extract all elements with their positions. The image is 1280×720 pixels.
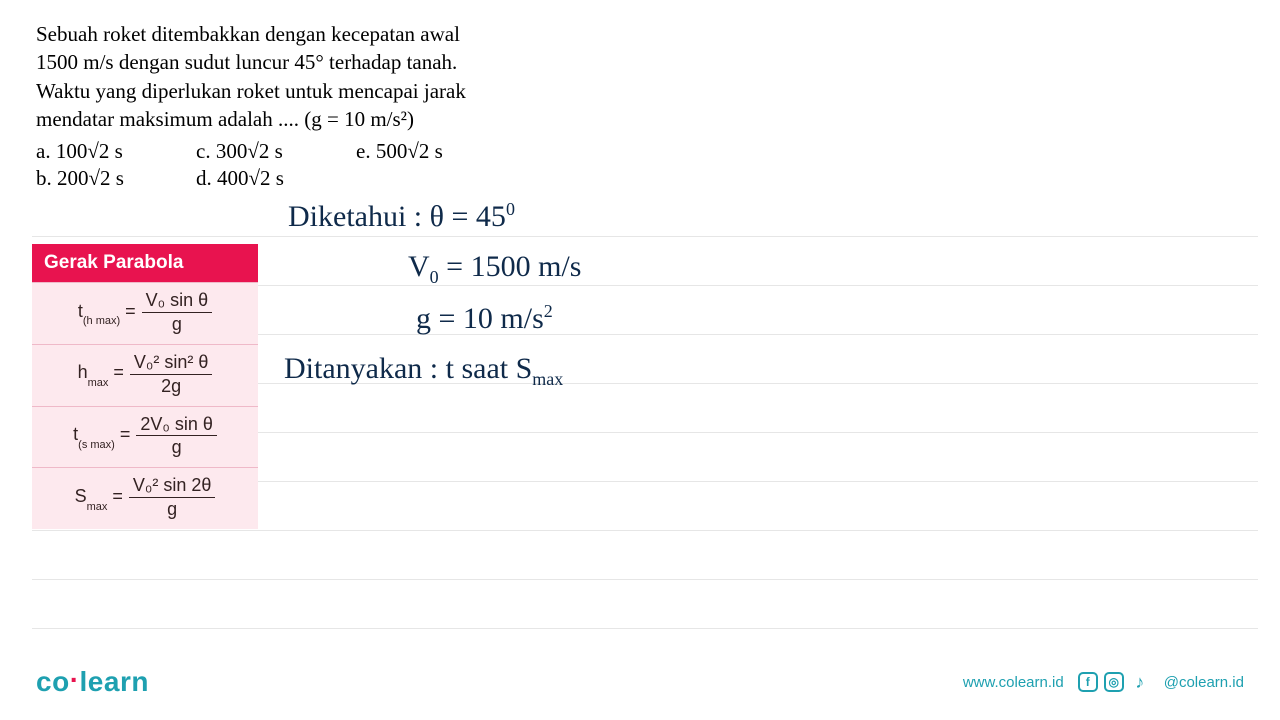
- formula-row: Smax = V₀² sin 2θg: [32, 467, 258, 529]
- formula-card-title: Gerak Parabola: [32, 244, 258, 282]
- facebook-icon: f: [1078, 672, 1098, 692]
- hand-text: Ditanyakan : t saat S: [284, 352, 532, 385]
- formula-lhs-sub: (s max): [78, 439, 115, 451]
- brand-logo: co·learn: [36, 666, 149, 698]
- option-c: c. 300√2 s: [196, 139, 356, 164]
- question-line: 1500 m/s dengan sudut luncur 45° terhada…: [36, 48, 556, 76]
- formula-den: g: [172, 436, 182, 457]
- handwriting-line: g = 10 m/s2: [416, 302, 553, 334]
- formula-lhs-sub: (h max): [83, 315, 120, 327]
- footer: co·learn www.colearn.id f ◎ ♪ @colearn.i…: [36, 666, 1244, 698]
- formula-lhs-sub: max: [88, 377, 109, 389]
- formula-lhs-sub: max: [87, 501, 108, 513]
- handwriting-line: Diketahui : θ = 450: [288, 200, 515, 232]
- formula-lhs: h: [78, 362, 88, 382]
- hand-sub: 0: [430, 267, 439, 287]
- option-a: a. 100√2 s: [36, 139, 196, 164]
- social-handle: @colearn.id: [1164, 674, 1244, 691]
- hand-sup: 2: [544, 301, 553, 321]
- instagram-icon: ◎: [1104, 672, 1124, 692]
- formula-lhs: S: [75, 486, 87, 506]
- brand-dot: ·: [70, 664, 80, 695]
- answer-options: a. 100√2 s c. 300√2 s e. 500√2 s b. 200√…: [36, 139, 1244, 191]
- footer-url: www.colearn.id: [963, 674, 1064, 691]
- brand-learn: learn: [80, 666, 149, 697]
- hand-text: g = 10 m/s: [416, 302, 544, 335]
- formula-row: hmax = V₀² sin² θ2g: [32, 344, 258, 406]
- option-e: e. 500√2 s: [356, 139, 516, 164]
- handwriting-line: Ditanyakan : t saat Smax: [284, 354, 563, 388]
- formula-den: 2g: [161, 375, 181, 396]
- formula-row: t(h max) = V₀ sin θg: [32, 282, 258, 344]
- question-stem: Sebuah roket ditembakkan dengan kecepata…: [36, 20, 556, 133]
- question-line: Waktu yang diperlukan roket untuk mencap…: [36, 77, 556, 105]
- hand-sub: max: [532, 369, 563, 389]
- hand-text: V: [408, 250, 430, 283]
- formula-num: V₀ sin θ: [142, 291, 213, 313]
- formula-den: g: [167, 498, 177, 519]
- formula-num: V₀² sin 2θ: [129, 476, 216, 498]
- brand-co: co: [36, 666, 70, 697]
- handwriting-line: V0 = 1500 m/s: [408, 252, 581, 286]
- hand-sup: 0: [506, 199, 515, 219]
- formula-den: g: [172, 313, 182, 334]
- hand-text: = 1500 m/s: [439, 250, 582, 283]
- question-line: mendatar maksimum adalah .... (g = 10 m/…: [36, 105, 556, 133]
- formula-card: Gerak Parabola t(h max) = V₀ sin θg hmax…: [32, 244, 258, 529]
- formula-row: t(s max) = 2V₀ sin θg: [32, 406, 258, 468]
- social-icons: f ◎ ♪: [1078, 672, 1150, 692]
- question-line: Sebuah roket ditembakkan dengan kecepata…: [36, 20, 556, 48]
- tiktok-icon: ♪: [1130, 672, 1150, 692]
- formula-num: V₀² sin² θ: [130, 353, 213, 375]
- hand-text: Diketahui : θ = 45: [288, 200, 506, 233]
- formula-num: 2V₀ sin θ: [136, 415, 217, 437]
